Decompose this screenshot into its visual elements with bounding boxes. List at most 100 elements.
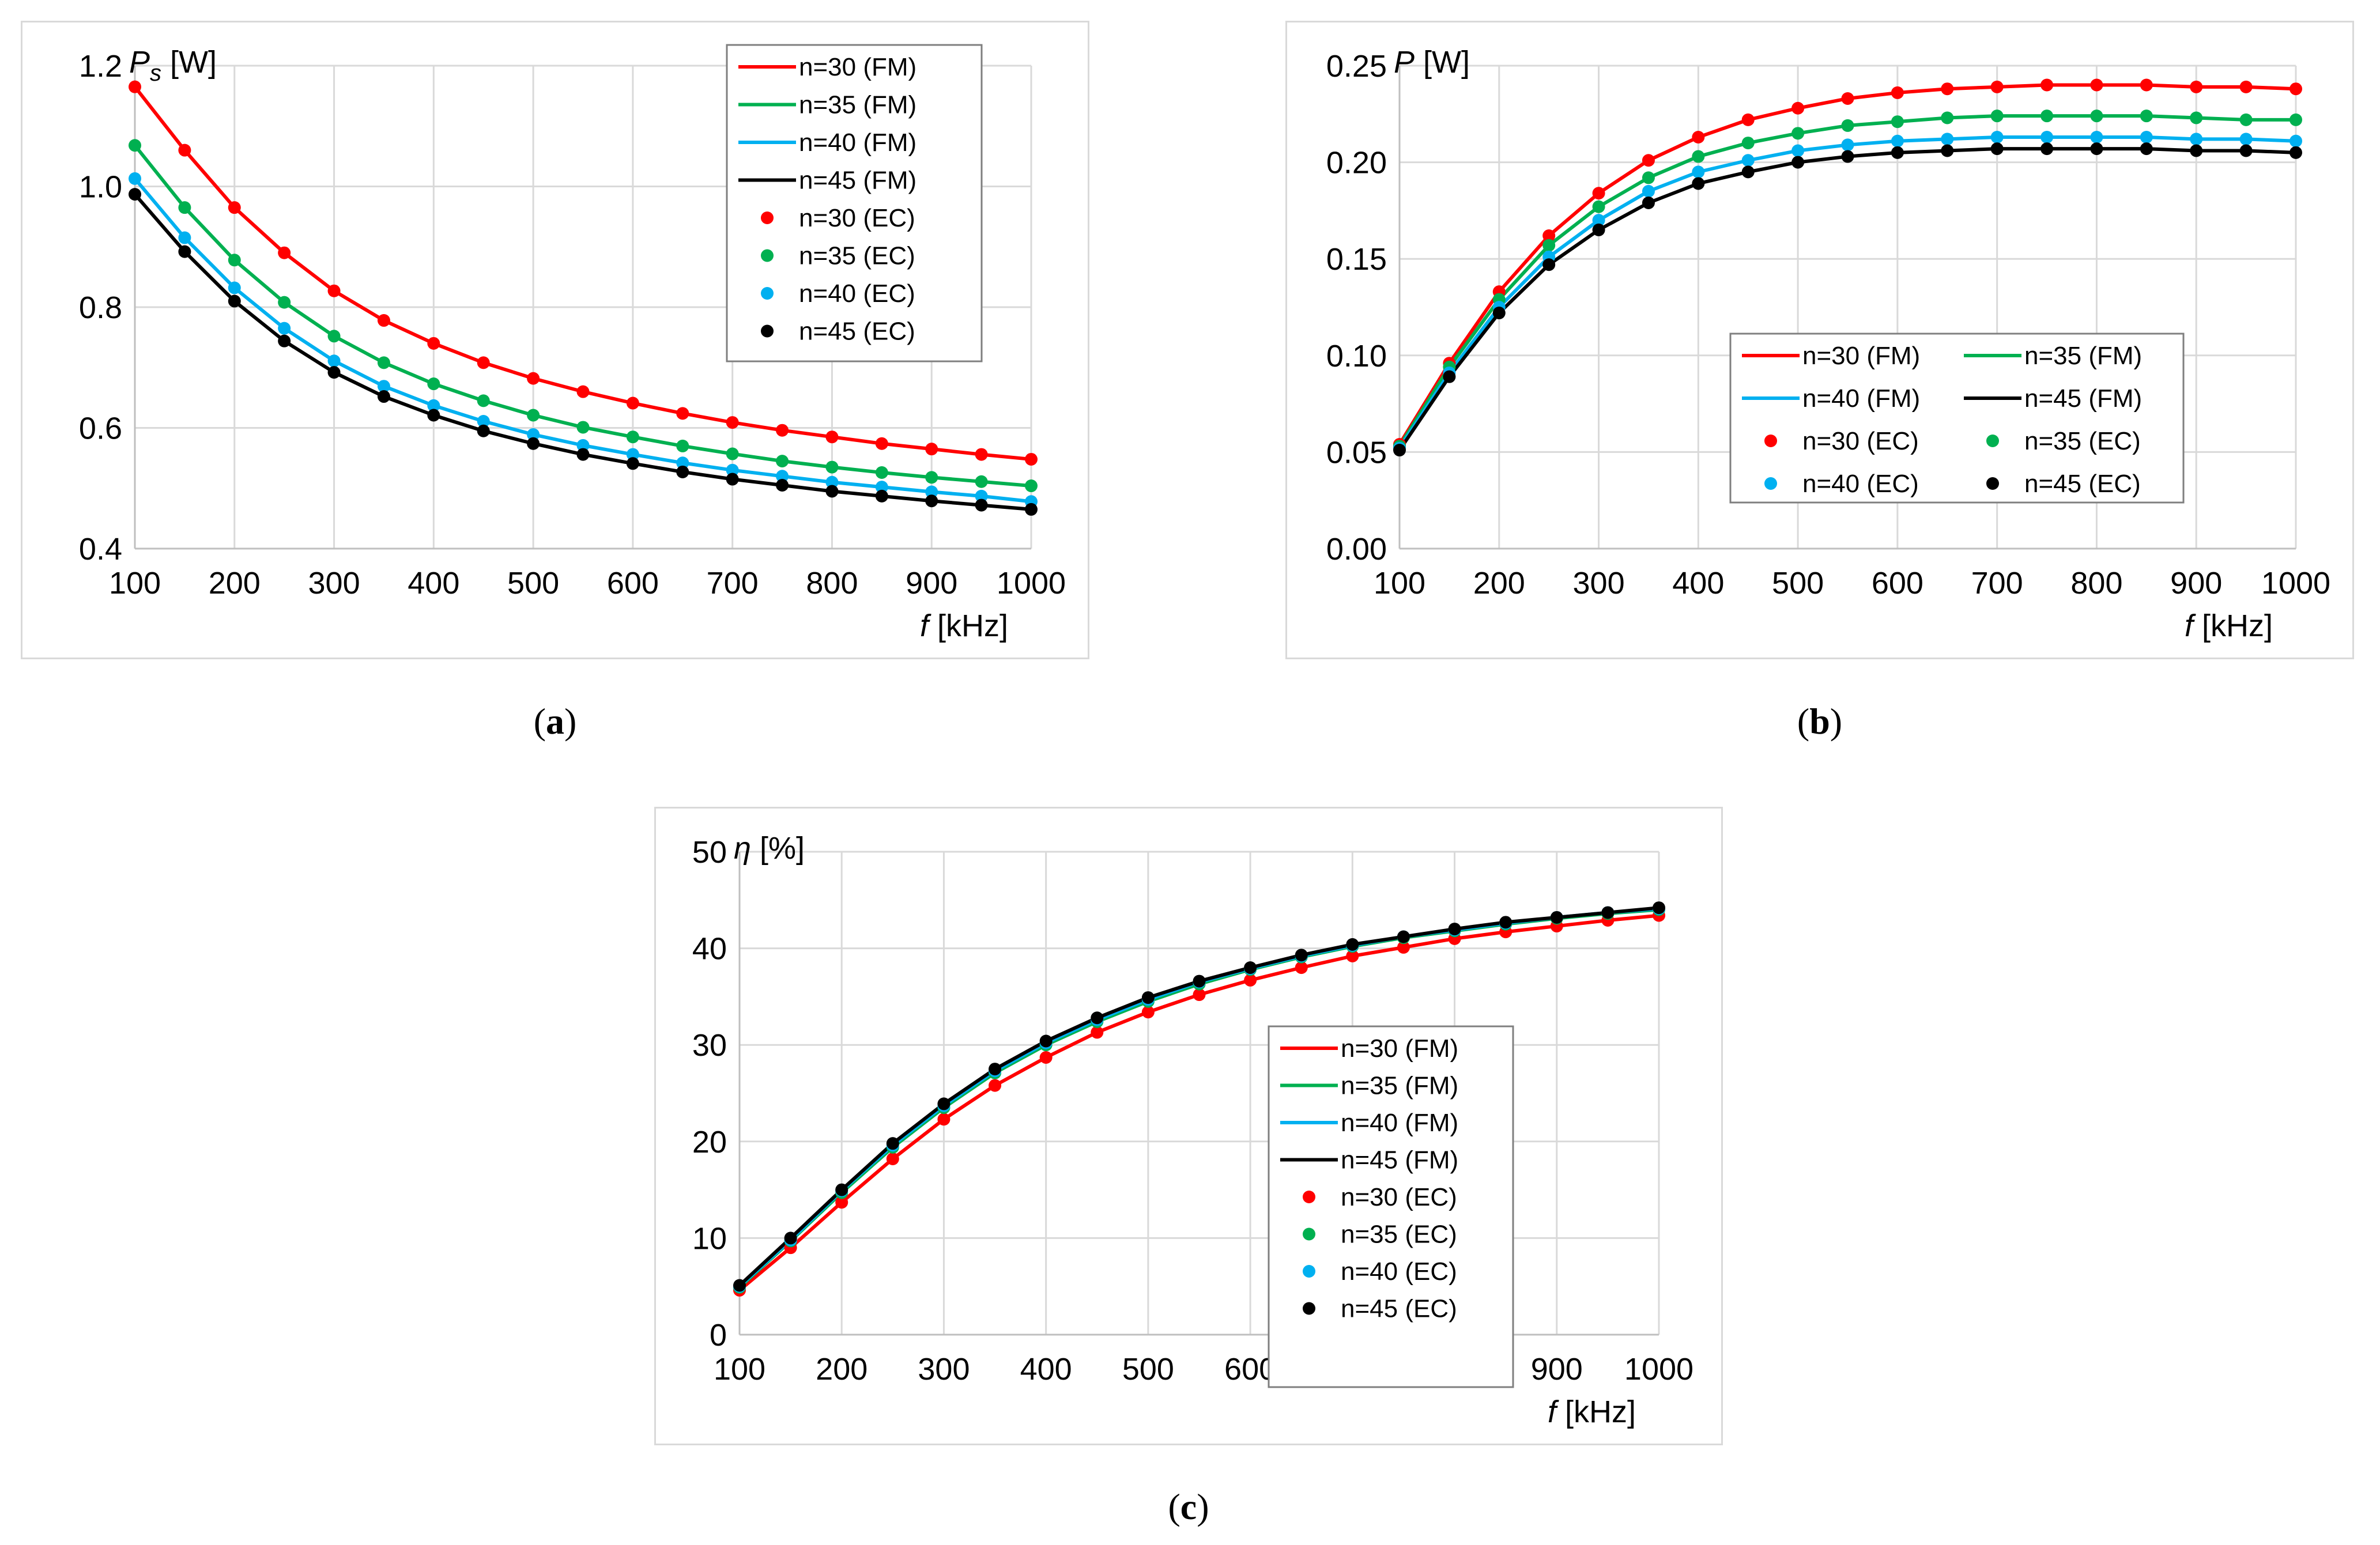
data-point-b-n35-650	[1941, 111, 1954, 124]
data-point-b-n45-800	[2090, 142, 2103, 156]
data-point-b-n35-1000	[2290, 113, 2302, 126]
data-point-b-n35-250	[1542, 239, 1556, 252]
x-tick-label-c-9: 1000	[1624, 1352, 1693, 1387]
data-point-a-n30-400	[427, 337, 440, 350]
data-point-b-n45-600	[1891, 146, 1904, 159]
legend-label-c-0: n=30 (FM)	[1341, 1034, 1458, 1063]
data-point-c-n45-950	[1601, 906, 1615, 919]
x-tick-label-c-5: 600	[1224, 1352, 1276, 1387]
x-axis-label-a: f [kHz]	[920, 609, 1008, 643]
chart-svg-b: 100 200 300 400 500 600 700 800 900 1000 0.00 0.05 0…	[1326, 45, 2330, 643]
data-point-a-n30-650	[676, 407, 689, 420]
chart-panel-c: 1002003004005006007008009001000010203040…	[654, 807, 1723, 1445]
data-point-c-n30-650	[1295, 961, 1308, 974]
data-point-a-n40-700	[726, 463, 739, 477]
y-tick-label-b-0: 0.00	[1326, 532, 1387, 566]
data-point-c-n45-200	[835, 1183, 848, 1196]
data-point-b-n35-400	[1692, 150, 1705, 163]
legend-swatch-b-7	[1986, 477, 1999, 490]
legend-label-a-5: n=35 (EC)	[799, 242, 915, 270]
data-point-a-n40-450	[477, 414, 490, 428]
legend-label-b-4: n=30 (EC)	[1802, 427, 1919, 455]
data-point-a-n35-750	[776, 455, 789, 468]
data-point-a-n30-150	[178, 143, 191, 157]
y-tick-label-a-4: 1.2	[79, 49, 122, 84]
data-point-a-n40-300	[327, 354, 341, 368]
legend-label-a-0: n=30 (FM)	[799, 53, 916, 81]
data-point-a-n30-350	[377, 314, 390, 327]
data-point-b-n30-450	[1741, 113, 1755, 126]
y-axis-label-unit-a: [W]	[161, 45, 217, 80]
legend-box-a	[726, 44, 983, 362]
x-tick-label-c-2: 300	[918, 1352, 970, 1387]
data-point-b-n45-850	[2140, 142, 2153, 156]
x-tick-label-a-7: 800	[806, 566, 858, 600]
caption-a: (a)	[533, 701, 577, 742]
data-point-a-n30-200	[228, 201, 241, 214]
x-tick-label-a-9: 1000	[997, 566, 1066, 600]
data-point-a-n30-450	[477, 356, 490, 369]
y-tick-label-a-3: 1.0	[79, 170, 122, 205]
data-point-a-n40-650	[676, 456, 689, 470]
data-point-a-n30-700	[726, 416, 739, 429]
legend-label-c-5: n=35 (EC)	[1341, 1221, 1457, 1249]
data-point-c-n45-550	[1193, 974, 1206, 988]
data-point-b-n30-900	[2190, 80, 2203, 93]
x-tick-label-a-8: 900	[906, 566, 957, 600]
legend-swatch-b-5	[1986, 435, 1999, 447]
y-tick-label-b-2: 0.10	[1326, 339, 1387, 373]
x-tick-label-b-3: 400	[1672, 566, 1724, 600]
x-tick-label-b-8: 900	[2170, 566, 2222, 600]
x-axis-label-unit-c: [kHz]	[1556, 1395, 1636, 1429]
y-tick-label-b-4: 0.20	[1326, 146, 1387, 180]
data-point-b-n40-600	[1891, 134, 1904, 148]
data-point-c-n45-600	[1244, 961, 1257, 974]
y-axis-label-a: Ps [W]	[129, 45, 217, 86]
legend-swatch-c-5	[1303, 1227, 1315, 1241]
x-tick-label-b-9: 1000	[2261, 566, 2330, 600]
x-tick-label-a-3: 400	[408, 566, 459, 600]
data-point-a-n40-850	[875, 481, 888, 494]
data-point-a-n35-250	[278, 296, 291, 309]
x-tick-label-b-5: 600	[1872, 566, 1923, 600]
data-point-a-n45-450	[477, 424, 490, 437]
data-point-b-n30-700	[1990, 80, 2004, 93]
data-point-a-n35-100	[129, 139, 141, 152]
data-point-c-n30-600	[1244, 973, 1257, 987]
data-point-b-n40-850	[2140, 131, 2153, 144]
legend-label-b-1: n=35 (FM)	[2024, 342, 2142, 370]
data-point-b-n30-350	[1642, 154, 1655, 167]
data-point-a-n45-250	[278, 334, 291, 347]
data-point-c-n30-700	[1346, 950, 1359, 963]
data-point-b-n35-850	[2140, 109, 2153, 123]
data-point-a-n45-800	[825, 485, 839, 498]
data-point-b-n40-800	[2090, 131, 2103, 144]
x-axis-label-c: f [kHz]	[1548, 1395, 1636, 1429]
chart-svg-c: 1002003004005006007008009001000010203040…	[692, 831, 1693, 1429]
legend-label-b-0: n=30 (FM)	[1802, 342, 1920, 370]
data-point-a-n40-100	[129, 172, 141, 185]
data-point-c-n45-800	[1448, 923, 1461, 936]
x-tick-label-c-3: 400	[1020, 1352, 1072, 1387]
data-point-a-n30-550	[576, 385, 590, 398]
data-point-b-n35-500	[1791, 127, 1805, 140]
data-point-a-n30-900	[925, 443, 938, 456]
data-point-b-n30-600	[1891, 86, 1904, 99]
data-point-b-n35-950	[2239, 113, 2253, 126]
data-point-b-n45-950	[2239, 144, 2253, 157]
data-point-a-n30-950	[975, 448, 988, 461]
data-point-a-n45-400	[427, 409, 440, 422]
x-tick-label-c-1: 200	[816, 1352, 867, 1387]
x-tick-label-b-6: 700	[1971, 566, 2023, 600]
data-point-a-n30-300	[327, 284, 341, 297]
data-point-b-n35-900	[2190, 111, 2203, 124]
data-point-a-n45-150	[178, 245, 191, 258]
data-point-b-n35-350	[1642, 171, 1655, 184]
legend-label-a-4: n=30 (EC)	[799, 204, 915, 232]
data-point-a-n30-250	[278, 246, 291, 259]
data-point-b-n40-1000	[2290, 134, 2302, 148]
x-axis-label-symbol-c: f	[1548, 1395, 1559, 1429]
data-point-a-n40-350	[377, 380, 390, 393]
legend-box-b	[1729, 333, 2185, 504]
data-point-a-n45-600	[626, 457, 639, 470]
